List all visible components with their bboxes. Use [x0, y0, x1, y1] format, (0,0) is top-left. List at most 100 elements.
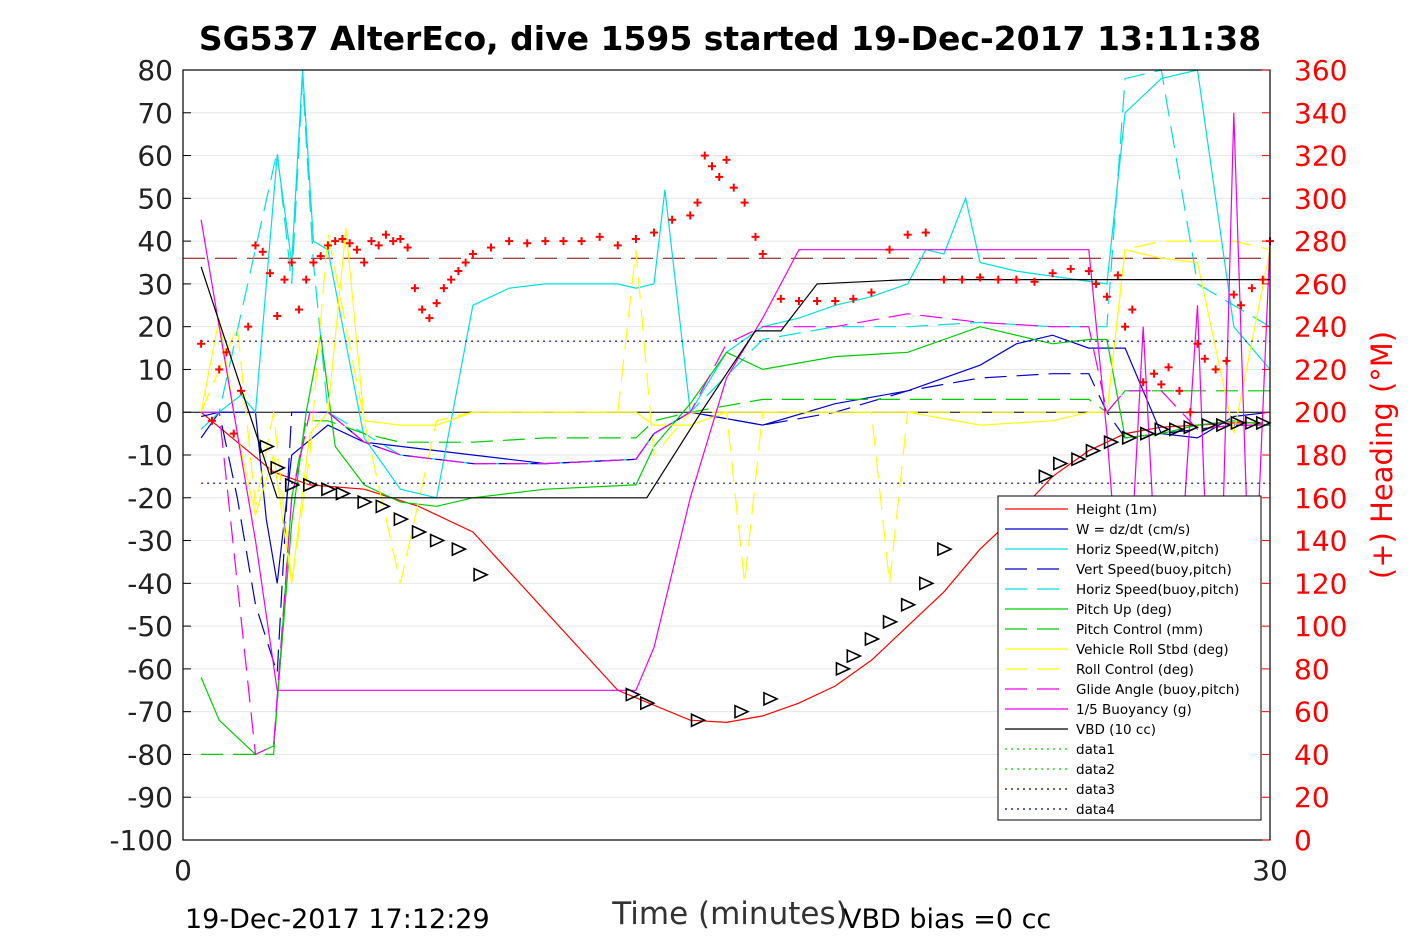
heading-point [222, 348, 231, 357]
heading-point [381, 230, 390, 239]
triangle-marker [1103, 434, 1120, 450]
heading-point [265, 269, 274, 278]
heading-point [215, 365, 224, 374]
triangle-marker [639, 695, 656, 711]
y-tick-label: 20 [137, 311, 173, 344]
x-tick-label: 0 [174, 854, 192, 887]
y-tick-label: -20 [127, 482, 173, 515]
right-y-tick-label: 220 [1294, 353, 1347, 386]
triangle-marker [900, 597, 917, 612]
heading-point [1048, 269, 1057, 278]
triangle-marker [1201, 417, 1218, 433]
triangle-marker [1168, 422, 1185, 437]
heading-point [229, 429, 238, 438]
heading-point [374, 241, 383, 250]
heading-point [631, 234, 640, 243]
heading-point [345, 239, 354, 248]
heading-point [1066, 264, 1075, 273]
triangle-marker [625, 687, 642, 702]
triangle-marker [882, 614, 899, 630]
legend-label: Pitch Up (deg) [1076, 602, 1172, 618]
y-tick-label: -30 [127, 525, 173, 558]
right-y-tick-label: 80 [1294, 653, 1330, 686]
triangle-marker [1216, 417, 1232, 433]
right-y-tick-label: 340 [1294, 97, 1347, 130]
left-y-axis: 80 70 60 50 40 30 20 10 0 -10 -20 -30 -40 -50 -60 -70 -8… [109, 54, 191, 857]
heading-point [410, 284, 419, 293]
series-layer [200, 69, 1271, 798]
right-y-tick-label: 200 [1294, 396, 1347, 429]
heading-point [461, 258, 470, 267]
legend-label: Roll Control (deg) [1076, 662, 1194, 678]
heading-point [1258, 275, 1267, 284]
right-y-tick-label: 280 [1294, 225, 1347, 258]
heading-point [1012, 275, 1021, 284]
heading-point [613, 241, 622, 250]
heading-point [287, 258, 296, 267]
right-y-tick-label: 160 [1294, 482, 1347, 515]
triangle-marker [357, 494, 374, 510]
heading-point [197, 339, 206, 348]
heading-point [468, 249, 477, 258]
heading-point [595, 232, 604, 241]
right-y-tick-label: 40 [1294, 738, 1330, 771]
triangle-marker [259, 439, 276, 454]
heading-point [425, 314, 434, 323]
x-tick-label: 30 [1252, 854, 1288, 887]
triangle-marker [1140, 426, 1156, 441]
y-tick-label: -80 [127, 738, 173, 771]
heading-point [338, 234, 347, 243]
heading-point [1237, 301, 1246, 310]
heading-point [302, 275, 311, 284]
triangle-marker [1255, 415, 1272, 431]
heading-point [867, 288, 876, 297]
triangle-marker [335, 486, 352, 501]
y-tick-label: -50 [127, 610, 173, 643]
triangle-marker [918, 576, 935, 591]
right-y-tick-label: 360 [1294, 54, 1347, 87]
triangle-marker [375, 499, 392, 514]
heading-point [207, 416, 216, 425]
heading-point [939, 275, 948, 284]
heading-point [740, 198, 749, 207]
heading-point [693, 198, 702, 207]
right-y-tick-label: 100 [1294, 610, 1347, 643]
legend-label: Horiz Speed(W,pitch) [1076, 542, 1219, 558]
heading-point [831, 297, 840, 305]
heading-point [776, 294, 785, 303]
heading-point [1186, 408, 1195, 417]
heading-point [921, 228, 930, 237]
triangle-marker [846, 648, 863, 664]
triangle-marker [451, 541, 468, 557]
x-axis: 0 30 [174, 832, 1288, 887]
right-y-tick-label: 240 [1294, 311, 1347, 344]
heading-point [1128, 305, 1137, 314]
right-y-tick-label: 260 [1294, 268, 1347, 301]
triangle-marker [303, 477, 319, 493]
heading-point [903, 230, 912, 239]
series-line-11 [200, 266, 1270, 499]
heading-point [715, 172, 724, 181]
heading-point [1102, 292, 1111, 301]
heading-point [849, 294, 858, 303]
heading-point [251, 241, 260, 250]
triangle-marker [763, 691, 779, 707]
triangle-marker [1154, 422, 1171, 437]
legend-label: data2 [1076, 762, 1115, 778]
heading-point [432, 299, 441, 308]
heading-point [1113, 271, 1122, 280]
series-line-9 [201, 313, 1270, 756]
triangle-marker [1053, 456, 1069, 471]
y-tick-label: 70 [137, 97, 173, 130]
heading-point [686, 211, 695, 220]
heading-point [1200, 354, 1209, 363]
x-axis-label: Time (minutes) [611, 896, 847, 932]
legend-label: W = dz/dt (cm/s) [1076, 522, 1190, 538]
heading-point [273, 311, 282, 320]
heading-point [1247, 284, 1256, 293]
y-tick-label: 0 [155, 396, 173, 429]
legend-label: Glide Angle (buoy,pitch) [1076, 682, 1240, 698]
heading-point [454, 267, 463, 276]
series-line-8 [200, 232, 1271, 584]
